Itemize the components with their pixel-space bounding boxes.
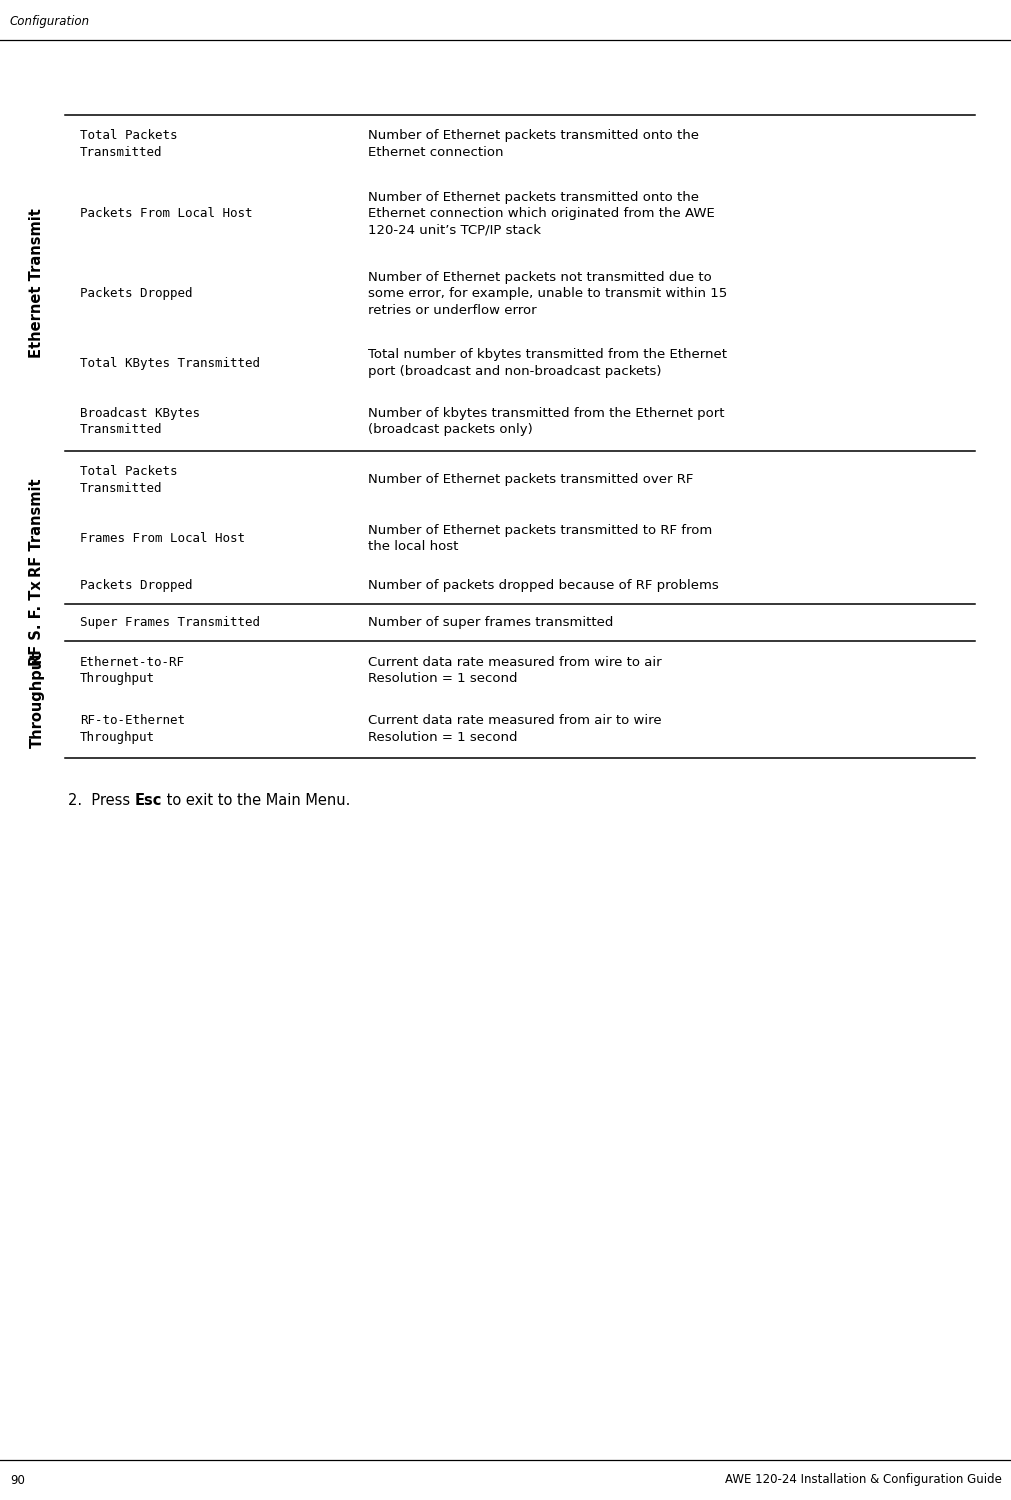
Text: Packets Dropped: Packets Dropped: [80, 579, 192, 592]
Text: 90: 90: [10, 1473, 25, 1486]
Text: Packets From Local Host: Packets From Local Host: [80, 207, 253, 220]
Text: Current data rate measured from air to wire
Resolution = 1 second: Current data rate measured from air to w…: [368, 714, 661, 744]
Text: Number of Ethernet packets not transmitted due to
some error, for example, unabl: Number of Ethernet packets not transmitt…: [368, 270, 727, 316]
Text: Frames From Local Host: Frames From Local Host: [80, 532, 245, 544]
Text: Configuration: Configuration: [10, 15, 90, 28]
Text: to exit to the Main Menu.: to exit to the Main Menu.: [162, 794, 350, 808]
Text: Number of Ethernet packets transmitted onto the
Ethernet connection: Number of Ethernet packets transmitted o…: [368, 129, 699, 159]
Text: RF S. F. Tx: RF S. F. Tx: [29, 580, 44, 666]
Text: AWE 120-24 Installation & Configuration Guide: AWE 120-24 Installation & Configuration …: [725, 1473, 1001, 1486]
Text: Total KBytes Transmitted: Total KBytes Transmitted: [80, 357, 260, 369]
Text: Ethernet Transmit: Ethernet Transmit: [29, 209, 44, 358]
Text: Number of Ethernet packets transmitted over RF: Number of Ethernet packets transmitted o…: [368, 474, 693, 486]
Text: Total Packets
Transmitted: Total Packets Transmitted: [80, 129, 177, 159]
Text: Packets Dropped: Packets Dropped: [80, 286, 192, 300]
Text: Number of Ethernet packets transmitted onto the
Ethernet connection which origin: Number of Ethernet packets transmitted o…: [368, 190, 714, 237]
Text: Number of Ethernet packets transmitted to RF from
the local host: Number of Ethernet packets transmitted t…: [368, 524, 712, 554]
Text: RF Transmit: RF Transmit: [29, 478, 44, 578]
Text: Throughput: Throughput: [29, 651, 44, 748]
Text: Number of packets dropped because of RF problems: Number of packets dropped because of RF …: [368, 579, 718, 592]
Text: Super Frames Transmitted: Super Frames Transmitted: [80, 616, 260, 628]
Text: RF-to-Ethernet
Throughput: RF-to-Ethernet Throughput: [80, 714, 185, 744]
Text: 2.  Press: 2. Press: [68, 794, 134, 808]
Text: Current data rate measured from wire to air
Resolution = 1 second: Current data rate measured from wire to …: [368, 656, 661, 686]
Text: Number of super frames transmitted: Number of super frames transmitted: [368, 616, 613, 628]
Text: Esc: Esc: [134, 794, 162, 808]
Text: Broadcast KBytes
Transmitted: Broadcast KBytes Transmitted: [80, 406, 200, 436]
Text: Number of kbytes transmitted from the Ethernet port
(broadcast packets only): Number of kbytes transmitted from the Et…: [368, 406, 724, 436]
Text: Ethernet-to-RF
Throughput: Ethernet-to-RF Throughput: [80, 656, 185, 686]
Text: Total Packets
Transmitted: Total Packets Transmitted: [80, 465, 177, 495]
Text: Total number of kbytes transmitted from the Ethernet
port (broadcast and non-bro: Total number of kbytes transmitted from …: [368, 348, 726, 378]
